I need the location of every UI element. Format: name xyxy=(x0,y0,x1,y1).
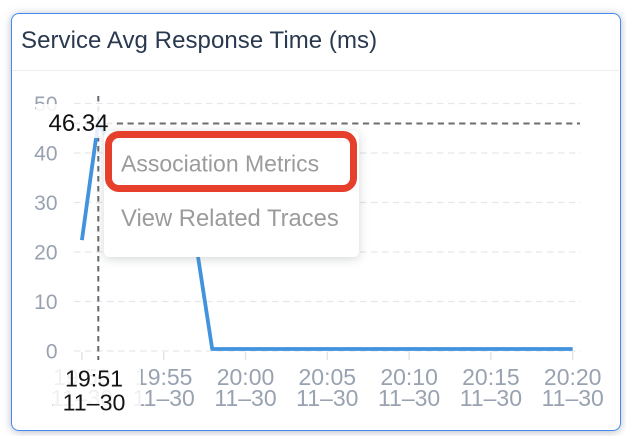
svg-text:20: 20 xyxy=(34,242,57,265)
svg-text:19:51: 19:51 xyxy=(65,366,123,392)
svg-text:46.34: 46.34 xyxy=(48,110,108,137)
svg-text:0: 0 xyxy=(46,341,58,364)
svg-text:20:05: 20:05 xyxy=(299,364,357,390)
svg-text:20:10: 20:10 xyxy=(380,364,438,390)
svg-text:View Related Traces: View Related Traces xyxy=(121,205,339,232)
svg-text:11–30: 11–30 xyxy=(460,385,522,411)
svg-text:11–30: 11–30 xyxy=(63,390,126,416)
svg-text:11–30: 11–30 xyxy=(133,385,195,411)
svg-text:40: 40 xyxy=(34,143,57,166)
svg-text:10: 10 xyxy=(34,291,57,314)
svg-text:20:15: 20:15 xyxy=(462,364,520,390)
svg-text:30: 30 xyxy=(34,192,57,215)
svg-text:Association Metrics: Association Metrics xyxy=(121,150,319,176)
svg-text:20:00: 20:00 xyxy=(217,364,275,390)
svg-text:11–30: 11–30 xyxy=(378,385,440,411)
svg-text:11–30: 11–30 xyxy=(214,385,276,411)
svg-text:19:55: 19:55 xyxy=(135,364,193,390)
svg-text:11–30: 11–30 xyxy=(542,385,604,411)
svg-text:20:20: 20:20 xyxy=(544,364,602,390)
svg-text:11–30: 11–30 xyxy=(296,385,358,411)
